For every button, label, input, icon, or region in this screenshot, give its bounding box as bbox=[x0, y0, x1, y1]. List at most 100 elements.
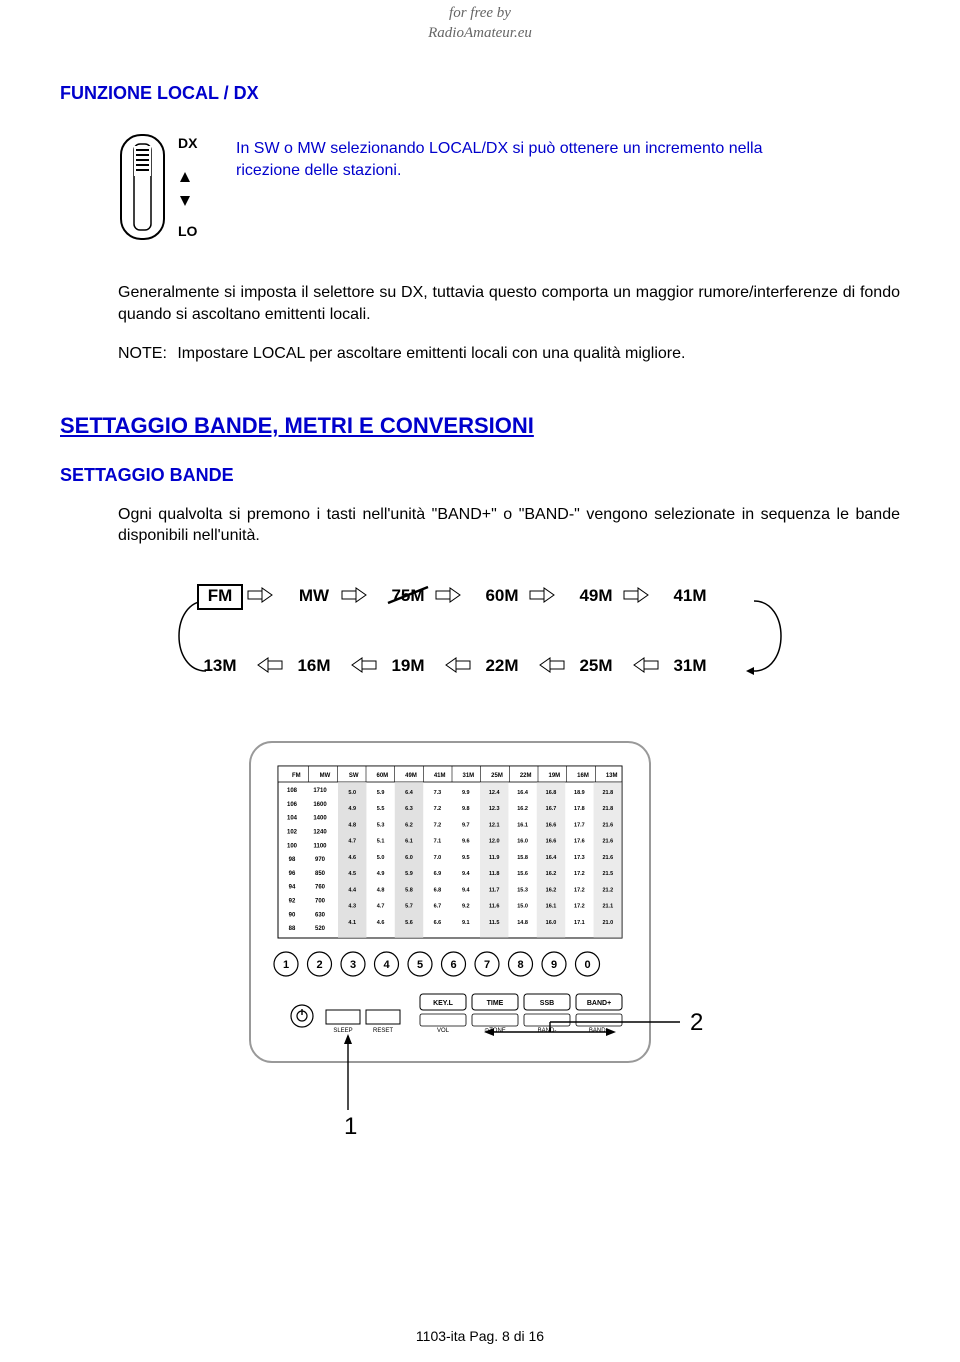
svg-text:102: 102 bbox=[287, 829, 298, 835]
svg-text:16.0: 16.0 bbox=[517, 839, 528, 845]
svg-text:1: 1 bbox=[283, 959, 289, 971]
svg-text:SLEEP: SLEEP bbox=[333, 1028, 352, 1034]
svg-text:1: 1 bbox=[344, 1113, 357, 1140]
section2-subheading: SETTAGGIO BANDE bbox=[60, 465, 900, 486]
svg-text:6.3: 6.3 bbox=[405, 806, 413, 812]
svg-text:17.3: 17.3 bbox=[574, 855, 585, 861]
svg-text:25M: 25M bbox=[491, 773, 503, 779]
svg-text:760: 760 bbox=[315, 885, 326, 891]
svg-text:19M: 19M bbox=[391, 656, 424, 675]
svg-text:21.6: 21.6 bbox=[602, 839, 613, 845]
svg-text:49M: 49M bbox=[405, 773, 417, 779]
svg-text:850: 850 bbox=[315, 871, 326, 877]
svg-text:16.4: 16.4 bbox=[517, 790, 529, 796]
section1-note: NOTE: Impostare LOCAL per ascoltare emit… bbox=[160, 343, 900, 365]
svg-text:11.8: 11.8 bbox=[489, 871, 499, 877]
svg-text:98: 98 bbox=[289, 857, 296, 863]
svg-text:4.5: 4.5 bbox=[348, 871, 356, 877]
header-credit: for free by RadioAmateur.eu bbox=[60, 0, 900, 43]
svg-text:100: 100 bbox=[287, 843, 298, 849]
svg-text:17.8: 17.8 bbox=[574, 806, 585, 812]
svg-text:12.1: 12.1 bbox=[489, 822, 500, 828]
svg-text:13M: 13M bbox=[203, 656, 236, 675]
svg-text:9.6: 9.6 bbox=[462, 839, 470, 845]
svg-text:16.0: 16.0 bbox=[546, 920, 557, 926]
section1-body: Generalmente si imposta il selettore su … bbox=[118, 282, 900, 325]
svg-text:18.9: 18.9 bbox=[574, 790, 585, 796]
svg-text:FM: FM bbox=[208, 586, 233, 605]
svg-text:MW: MW bbox=[320, 773, 331, 779]
svg-text:11.7: 11.7 bbox=[489, 887, 499, 893]
svg-text:15.3: 15.3 bbox=[517, 887, 528, 893]
svg-text:12.4: 12.4 bbox=[489, 790, 501, 796]
svg-text:14.8: 14.8 bbox=[517, 920, 528, 926]
svg-text:7: 7 bbox=[484, 959, 490, 971]
svg-text:630: 630 bbox=[315, 912, 326, 918]
svg-text:5.3: 5.3 bbox=[377, 822, 385, 828]
svg-text:6.6: 6.6 bbox=[434, 920, 442, 926]
svg-text:16.6: 16.6 bbox=[546, 822, 557, 828]
note-text: Impostare LOCAL per ascoltare emittenti … bbox=[177, 345, 685, 362]
svg-text:4.8: 4.8 bbox=[348, 822, 356, 828]
svg-text:BAND+: BAND+ bbox=[587, 1000, 611, 1007]
svg-text:5.9: 5.9 bbox=[405, 871, 413, 877]
svg-text:TIME: TIME bbox=[487, 1000, 504, 1007]
svg-text:9.1: 9.1 bbox=[462, 920, 470, 926]
local-dx-switch-icon: DX LO bbox=[118, 132, 202, 242]
svg-text:41M: 41M bbox=[673, 586, 706, 605]
svg-text:17.2: 17.2 bbox=[574, 871, 585, 877]
svg-text:RESET: RESET bbox=[373, 1028, 393, 1034]
svg-text:970: 970 bbox=[315, 857, 326, 863]
svg-text:16M: 16M bbox=[577, 773, 589, 779]
svg-text:9.5: 9.5 bbox=[462, 855, 470, 861]
svg-text:5.7: 5.7 bbox=[405, 904, 413, 910]
svg-text:4.9: 4.9 bbox=[348, 806, 356, 812]
svg-text:16.1: 16.1 bbox=[517, 822, 528, 828]
svg-text:21.2: 21.2 bbox=[602, 887, 613, 893]
svg-text:8: 8 bbox=[517, 959, 523, 971]
section2-para: Ogni qualvolta si premono i tasti nell'u… bbox=[118, 504, 900, 547]
svg-text:31M: 31M bbox=[673, 656, 706, 675]
svg-text:6.4: 6.4 bbox=[405, 790, 414, 796]
svg-text:16.2: 16.2 bbox=[517, 806, 528, 812]
svg-text:9.4: 9.4 bbox=[462, 887, 471, 893]
svg-text:6.0: 6.0 bbox=[405, 855, 413, 861]
svg-text:LO: LO bbox=[178, 223, 198, 239]
svg-text:13M: 13M bbox=[606, 773, 618, 779]
svg-text:7.3: 7.3 bbox=[434, 790, 442, 796]
svg-text:94: 94 bbox=[289, 885, 296, 891]
svg-text:2: 2 bbox=[316, 959, 322, 971]
svg-text:16.1: 16.1 bbox=[546, 904, 557, 910]
svg-text:17.7: 17.7 bbox=[574, 822, 585, 828]
svg-text:16.2: 16.2 bbox=[546, 871, 557, 877]
svg-text:BAND-: BAND- bbox=[538, 1028, 557, 1034]
svg-text:6.8: 6.8 bbox=[434, 887, 442, 893]
svg-text:3: 3 bbox=[350, 959, 356, 971]
svg-text:KEY.L: KEY.L bbox=[433, 1000, 454, 1007]
svg-text:15.0: 15.0 bbox=[517, 904, 528, 910]
note-label: NOTE: bbox=[118, 345, 167, 362]
svg-text:9.8: 9.8 bbox=[462, 806, 470, 812]
header-line2: RadioAmateur.eu bbox=[60, 24, 900, 44]
band-sequence-diagram: FMMW75M60M49M41M13M16M19M22M25M31M bbox=[160, 571, 800, 706]
svg-text:21.6: 21.6 bbox=[602, 822, 613, 828]
svg-text:104: 104 bbox=[287, 816, 298, 822]
svg-text:92: 92 bbox=[289, 899, 296, 905]
svg-text:5.8: 5.8 bbox=[405, 887, 413, 893]
svg-text:49M: 49M bbox=[579, 586, 612, 605]
svg-text:16.8: 16.8 bbox=[546, 790, 557, 796]
svg-text:4.8: 4.8 bbox=[377, 887, 385, 893]
svg-text:17.1: 17.1 bbox=[574, 920, 585, 926]
svg-text:21.8: 21.8 bbox=[602, 806, 613, 812]
svg-text:25M: 25M bbox=[579, 656, 612, 675]
svg-text:6.7: 6.7 bbox=[434, 904, 442, 910]
svg-text:90: 90 bbox=[289, 912, 296, 918]
svg-text:21.1: 21.1 bbox=[602, 904, 613, 910]
svg-text:SW: SW bbox=[349, 773, 359, 779]
svg-text:5.1: 5.1 bbox=[377, 839, 385, 845]
svg-text:MW: MW bbox=[299, 586, 330, 605]
svg-text:19M: 19M bbox=[548, 773, 560, 779]
header-line1: for free by bbox=[60, 4, 900, 24]
svg-text:4.7: 4.7 bbox=[377, 904, 385, 910]
section2-heading: SETTAGGIO BANDE, METRI E CONVERSIONI bbox=[60, 413, 900, 439]
